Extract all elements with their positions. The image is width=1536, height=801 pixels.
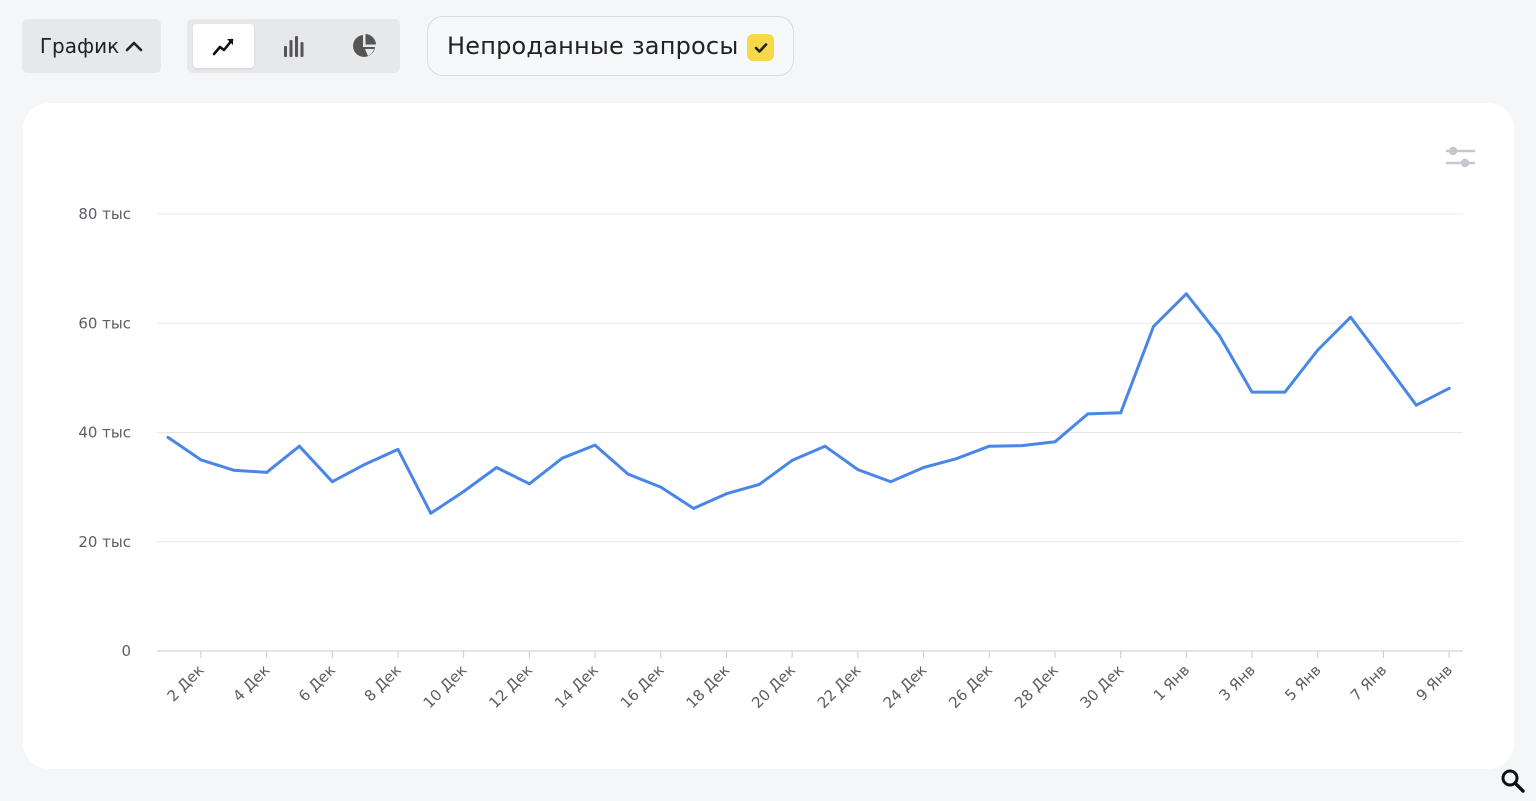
- data-point: [1053, 440, 1057, 444]
- data-point: [659, 485, 663, 489]
- magnifier-icon: [1501, 769, 1525, 793]
- data-point: [856, 468, 860, 471]
- data-point: [1250, 390, 1254, 394]
- y-tick-label: 20 тыс: [78, 533, 131, 551]
- y-tick-label: 60 тыс: [78, 314, 131, 332]
- x-tick-label: 1 Янв: [1150, 661, 1193, 704]
- data-point: [1152, 325, 1155, 328]
- checkbox-checked-icon[interactable]: [747, 34, 774, 61]
- data-point: [429, 511, 433, 515]
- pie-chart-mode-button[interactable]: [333, 24, 394, 68]
- data-point: [725, 492, 728, 496]
- x-tick-label: 30 Дек: [1077, 661, 1128, 712]
- zoom-button[interactable]: [1498, 766, 1528, 796]
- data-point: [1382, 359, 1385, 363]
- data-point: [1020, 444, 1024, 447]
- x-tick-label: 7 Янв: [1347, 661, 1390, 704]
- x-tick-label: 12 Дек: [485, 661, 536, 712]
- x-tick-label: 10 Дек: [420, 661, 471, 712]
- y-tick-label: 40 тыс: [78, 424, 131, 442]
- data-point: [495, 466, 498, 469]
- data-point: [593, 443, 597, 447]
- data-point: [1086, 412, 1090, 416]
- data-point: [265, 471, 268, 474]
- filter-chip-label: Непроданные запросы: [447, 32, 739, 60]
- data-point: [757, 483, 761, 486]
- unsold-requests-filter-chip[interactable]: Непроданные запросы: [427, 16, 794, 76]
- data-point: [1283, 390, 1287, 394]
- x-tick-label: 22 Дек: [814, 661, 865, 712]
- x-tick-label: 4 Дек: [229, 661, 273, 705]
- y-tick-label: 0: [121, 642, 131, 660]
- chevron-up-icon: [125, 41, 143, 52]
- data-point: [955, 457, 958, 461]
- data-point: [330, 480, 334, 484]
- data-point: [1119, 411, 1123, 415]
- line-chart-mode-button[interactable]: [193, 24, 254, 68]
- line-chart-icon: [212, 38, 233, 56]
- bar-chart-mode-button[interactable]: [263, 24, 324, 68]
- data-point: [1349, 315, 1352, 319]
- data-point: [528, 482, 531, 486]
- data-point: [1316, 348, 1320, 352]
- x-tick-label: 6 Дек: [295, 661, 339, 705]
- x-tick-label: 2 Дек: [164, 661, 208, 705]
- data-point: [560, 456, 564, 460]
- x-tick-label: 5 Янв: [1281, 661, 1324, 704]
- x-tick-label: 3 Янв: [1215, 661, 1258, 704]
- data-point: [1184, 292, 1188, 296]
- x-tick-label: 14 Дек: [551, 661, 602, 712]
- data-point: [1447, 386, 1451, 390]
- x-tick-label: 9 Янв: [1413, 661, 1456, 704]
- data-point: [1217, 333, 1221, 337]
- x-tick-label: 24 Дек: [880, 661, 931, 712]
- chart-settings-button[interactable]: [1444, 143, 1476, 173]
- data-point: [889, 480, 893, 484]
- x-tick-label: 18 Дек: [682, 661, 733, 712]
- graph-toggle-button[interactable]: График: [22, 19, 161, 73]
- x-tick-label: 8 Дек: [361, 661, 405, 705]
- data-point: [166, 436, 170, 439]
- bar-chart-icon: [283, 36, 303, 57]
- x-tick-label: 16 Дек: [617, 661, 668, 712]
- x-tick-label: 28 Дек: [1011, 661, 1062, 712]
- data-point: [1414, 403, 1418, 407]
- x-tick-label: 26 Дек: [945, 661, 996, 712]
- graph-toggle-label: График: [39, 34, 120, 58]
- chart-toolbar: График Непро: [0, 0, 1536, 100]
- data-point: [790, 459, 794, 462]
- data-point: [298, 444, 301, 448]
- data-point: [199, 458, 203, 462]
- data-point: [692, 507, 695, 510]
- settings-sliders-icon: [1445, 146, 1476, 168]
- data-point: [987, 444, 991, 448]
- series-line: [166, 292, 1451, 515]
- data-point: [396, 448, 400, 451]
- data-point: [626, 472, 630, 476]
- data-point: [823, 444, 827, 448]
- x-tick-label: 20 Дек: [748, 661, 799, 712]
- y-tick-label: 80 тыс: [78, 205, 131, 223]
- pie-chart-icon: [352, 34, 376, 57]
- data-point: [922, 466, 925, 469]
- data-point: [462, 490, 466, 493]
- checkmark-icon: [754, 42, 767, 53]
- view-mode-switcher: [187, 19, 400, 73]
- data-point: [363, 462, 367, 466]
- data-point: [232, 468, 236, 472]
